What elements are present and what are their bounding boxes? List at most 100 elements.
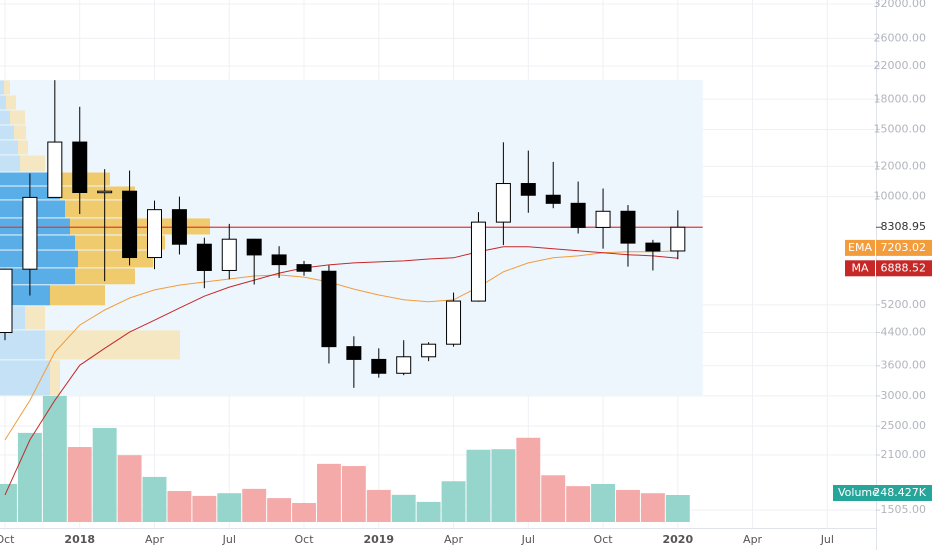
x-tick-label: Apr — [743, 533, 763, 546]
volume-bar — [491, 449, 516, 522]
indicator-name-box — [845, 260, 875, 277]
volume-bar — [217, 493, 242, 522]
indicator-value: 7203.02 — [881, 241, 927, 254]
profile-down — [50, 360, 60, 396]
volume-bar — [242, 488, 267, 522]
volume-bar — [665, 495, 690, 522]
candle-body — [570, 202, 586, 228]
candle-body — [470, 221, 486, 302]
volume-bar — [292, 502, 316, 522]
y-tick-label: 2500.00 — [881, 419, 927, 432]
profile-up — [0, 125, 14, 140]
profile-down — [18, 140, 28, 155]
candle-body — [221, 238, 237, 271]
indicator-name: MA — [851, 261, 868, 274]
volume-value: 248.427K — [873, 486, 926, 499]
volume-bar — [616, 489, 640, 522]
candle-body — [645, 242, 661, 252]
x-tick-label: Jul — [222, 533, 236, 546]
profile-down — [4, 80, 10, 95]
candle-body — [271, 254, 287, 266]
profile-up — [0, 110, 10, 125]
profile-up — [0, 330, 45, 360]
profile-up — [0, 80, 4, 95]
y-tick-label: 1505.00 — [881, 503, 927, 516]
profile-down — [65, 200, 135, 218]
y-tick-label: 2100.00 — [881, 448, 927, 461]
candle-body — [296, 264, 312, 272]
volume-bar — [117, 455, 142, 522]
last-price-label: 8308.95 — [881, 220, 927, 233]
y-tick-label: 3600.00 — [881, 359, 927, 372]
x-tick-label: 2019 — [363, 533, 394, 546]
profile-up — [0, 250, 78, 268]
volume-bar — [640, 493, 665, 522]
profile-up — [0, 140, 18, 155]
volume-bar — [17, 432, 42, 522]
profile-up — [0, 285, 50, 306]
volume-bar — [0, 483, 17, 522]
volume-name: Volume — [838, 486, 879, 499]
volume-bar — [541, 475, 566, 522]
x-tick-label: Oct — [295, 533, 315, 546]
volume-bar — [142, 476, 167, 522]
volume-bar — [391, 494, 416, 522]
y-tick-label: 12000.00 — [874, 159, 927, 172]
volume-bar — [466, 449, 491, 522]
volume-bar — [566, 486, 591, 522]
x-tick-label: Apr — [145, 533, 165, 546]
x-tick-label: 2018 — [64, 533, 95, 546]
candle-body — [246, 238, 262, 256]
candle-body — [97, 190, 113, 194]
candle-body — [22, 196, 38, 270]
volume-bar — [441, 481, 466, 522]
candle-body — [196, 243, 212, 271]
volume-bar — [416, 501, 441, 522]
x-tick-label: 2020 — [663, 533, 694, 546]
volume-bar — [366, 489, 391, 522]
y-tick-label: 26000.00 — [874, 31, 927, 44]
x-tick-label: Oct — [0, 533, 15, 546]
volume-bar — [591, 483, 616, 522]
profile-down — [70, 218, 210, 235]
y-tick-label: 10000.00 — [874, 190, 927, 203]
candle-body — [545, 194, 561, 204]
volume-bar — [267, 498, 292, 522]
candle-body — [122, 190, 138, 259]
candle-body — [520, 183, 536, 196]
x-tick-label: Jul — [521, 533, 535, 546]
volume-bar — [167, 491, 192, 522]
x-tick-label: Oct — [594, 533, 614, 546]
profile-up — [0, 360, 50, 396]
indicator-name: EMA — [848, 241, 872, 254]
candle-body — [371, 358, 387, 374]
profile-down — [14, 125, 26, 140]
profile-down — [78, 250, 153, 268]
candle-body — [620, 210, 636, 244]
indicator-value-box — [876, 260, 932, 277]
candle-body — [0, 268, 13, 334]
profile-up — [0, 235, 75, 250]
candle-body — [595, 210, 611, 228]
volume-bar — [92, 428, 117, 522]
y-tick-label: 32000.00 — [874, 0, 927, 10]
x-tick-label: Jul — [820, 533, 834, 546]
candle-body — [147, 209, 163, 259]
candle-body — [171, 209, 187, 245]
candle-body — [346, 346, 362, 360]
y-tick-label: 3000.00 — [881, 389, 927, 402]
volume-bar — [316, 463, 341, 522]
y-tick-label: 5200.00 — [881, 298, 927, 311]
profile-down — [10, 110, 25, 125]
indicator-value: 6888.52 — [881, 261, 927, 274]
profile-up — [0, 268, 75, 285]
candle-body — [47, 141, 63, 198]
indicator-value-box — [876, 239, 932, 256]
volume-bar — [67, 447, 92, 522]
y-tick-label: 18000.00 — [874, 92, 927, 105]
candle-body — [396, 356, 412, 374]
candle-body — [72, 141, 88, 193]
profile-down — [25, 306, 45, 330]
